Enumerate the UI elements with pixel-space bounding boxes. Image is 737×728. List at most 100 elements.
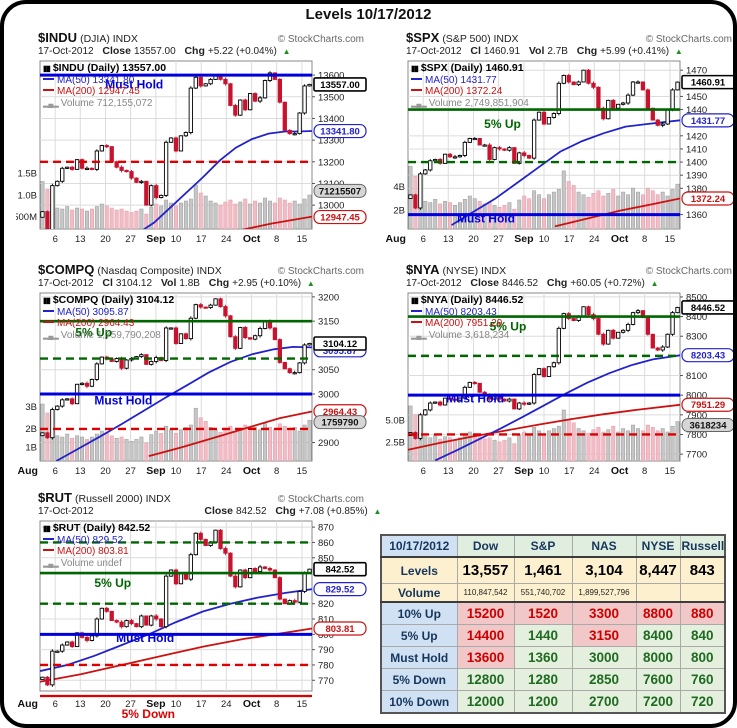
threshold-value: 840 <box>679 624 726 647</box>
threshold-value: 1360 <box>513 646 573 669</box>
axis-callout-close: 13557.00 <box>320 80 360 91</box>
y-axis-tick: 7700 <box>686 450 707 461</box>
y-axis-tick: 13500 <box>318 92 344 103</box>
chart-header-compq: $COMPQ (Nasdaq Composite) INDX © StockCh… <box>16 262 368 277</box>
y-axis-tick: 810 <box>318 615 334 626</box>
level-label: 5% Up <box>484 117 521 131</box>
table-row-volume: Volume 110,847,542 551,740,702 1,899,527,79… <box>380 583 726 603</box>
chg-label: Chg <box>546 277 568 289</box>
axis-callout-ma50: 829.52 <box>325 585 354 596</box>
y-axis-tick: 13600 <box>318 71 344 82</box>
level-label: 5% Up <box>75 326 112 340</box>
x-axis-tick: 10 <box>539 466 550 477</box>
x-axis-tick: 10 <box>171 234 182 245</box>
y-axis-tick: 13200 <box>318 157 344 168</box>
chart-header-indu: $INDU (DJIA) INDX © StockCharts.com <box>16 30 368 45</box>
up-arrow-icon: ▲ <box>373 507 382 516</box>
x-axis-tick: 15 <box>665 466 676 477</box>
table-row-10-up: 10% Up 15200 1520 3300 8800 880 <box>380 601 726 625</box>
x-axis-tick: 24 <box>221 699 232 710</box>
copyright-label: © StockCharts.com <box>645 266 732 277</box>
x-axis-tick: 8 <box>274 466 279 477</box>
table-row-5-down: 5% Down 12800 1280 2850 7600 760 <box>380 668 726 691</box>
x-axis-tick: 6 <box>53 234 58 245</box>
chg-label: Chg <box>208 277 230 289</box>
up-arrow-icon: ▲ <box>674 47 683 56</box>
x-axis-tick: Aug <box>18 698 38 710</box>
threshold-value: 1200 <box>513 690 573 714</box>
x-axis-tick: 10 <box>171 699 182 710</box>
volume-axis-tick: 500M <box>16 212 37 223</box>
chart-info-line: 17-Oct-2012 Close 8446.52 Chg +60.05 (+0.7… <box>384 277 736 291</box>
x-axis-tick: Aug <box>18 465 38 477</box>
level-label: Must Hold <box>457 211 515 225</box>
x-axis-tick: 6 <box>53 466 58 477</box>
x-axis-tick: Sep <box>146 233 165 245</box>
chg-label: Chg <box>184 45 205 57</box>
volume-axis-tick: 4B <box>393 182 405 193</box>
chart-header-rut: $RUT (Russell 2000) INDX © StockCharts.c… <box>16 490 368 505</box>
x-axis-tick: 24 <box>221 234 232 245</box>
threshold-value: 2850 <box>571 668 637 691</box>
chart-symbol-suffix: (S&P 500) INDX <box>442 33 519 45</box>
y-axis-tick: 870 <box>318 523 334 534</box>
info-date: 17-Oct-2012 <box>38 46 94 57</box>
close-label: Close <box>470 277 499 289</box>
x-axis-tick: Aug <box>386 233 406 245</box>
copyright-label: © StockCharts.com <box>277 34 364 45</box>
y-axis-tick: 1420 <box>686 131 707 142</box>
chg-value: +5.99 (+0.41%) <box>600 46 670 57</box>
x-axis-tick: Oct <box>243 465 261 477</box>
volume-axis-tick: 5.0B <box>385 416 405 427</box>
y-axis-tick: 7800 <box>686 430 707 441</box>
threshold-value: 15200 <box>456 601 515 625</box>
close-value: 8446.52 <box>501 278 539 289</box>
x-axis-tick: 27 <box>493 466 504 477</box>
vol-value: 2.7B <box>547 46 568 57</box>
threshold-value: 7200 <box>635 690 681 714</box>
x-axis-tick: 15 <box>297 234 308 245</box>
level-label: Must Hold <box>94 394 152 408</box>
volume-value <box>679 583 726 603</box>
axis-callout-vol: 3618234 <box>690 421 728 432</box>
y-axis-tick: 1400 <box>686 158 707 169</box>
close-value: 3104.12 <box>115 278 153 289</box>
row-label: 5% Up <box>380 624 458 647</box>
axis-callout-ma50: 3095.87 <box>323 346 357 357</box>
y-axis-tick: 8400 <box>686 312 707 323</box>
axis-callout-ma200: 12947.45 <box>320 213 360 224</box>
table-row-10-down: 10% Down 12000 1200 2700 7200 720 <box>380 690 726 714</box>
threshold-value: 880 <box>679 601 726 625</box>
volume-axis-tick: 2.5B <box>385 438 405 449</box>
volume-axis-tick: 3B <box>25 402 37 413</box>
chart-header-nya: $NYA (NYSE) INDX © StockCharts.com <box>384 262 736 277</box>
y-axis-tick: 1360 <box>686 210 707 221</box>
x-axis-tick: Oct <box>243 698 261 710</box>
x-axis-tick: 27 <box>125 466 136 477</box>
vol-value: 1.8B <box>179 278 200 289</box>
volume-value: 110,847,542 <box>456 583 515 603</box>
chart-symbol-suffix: (Russell 2000) INDX <box>75 493 171 505</box>
x-axis-tick: 8 <box>274 699 279 710</box>
table-col-header: Russell <box>679 534 726 558</box>
y-axis-tick: 8000 <box>686 391 707 402</box>
volume-value: 551,740,702 <box>513 583 573 603</box>
x-axis-tick: 15 <box>297 466 308 477</box>
y-axis-tick: 3050 <box>318 365 339 376</box>
table-col-header: NYSE <box>635 534 681 558</box>
threshold-value: 8800 <box>635 601 681 625</box>
level-value: 8,447 <box>635 556 681 584</box>
x-axis-tick: 20 <box>468 466 479 477</box>
chg-value: +5.22 (+0.04%) <box>207 46 277 57</box>
y-axis-tick: 8100 <box>686 371 707 382</box>
y-axis-tick: 8500 <box>686 292 707 303</box>
y-axis-tick: 1410 <box>686 144 707 155</box>
x-axis-tick: Sep <box>514 465 533 477</box>
level-label: Must Hold <box>105 78 163 92</box>
x-axis-tick: 27 <box>493 234 504 245</box>
up-arrow-icon: ▲ <box>306 279 315 288</box>
x-axis-tick: 13 <box>75 466 86 477</box>
x-axis-tick: 17 <box>564 466 575 477</box>
level-value: 3,104 <box>571 556 637 584</box>
chart-symbol: $RUT <box>38 490 72 505</box>
